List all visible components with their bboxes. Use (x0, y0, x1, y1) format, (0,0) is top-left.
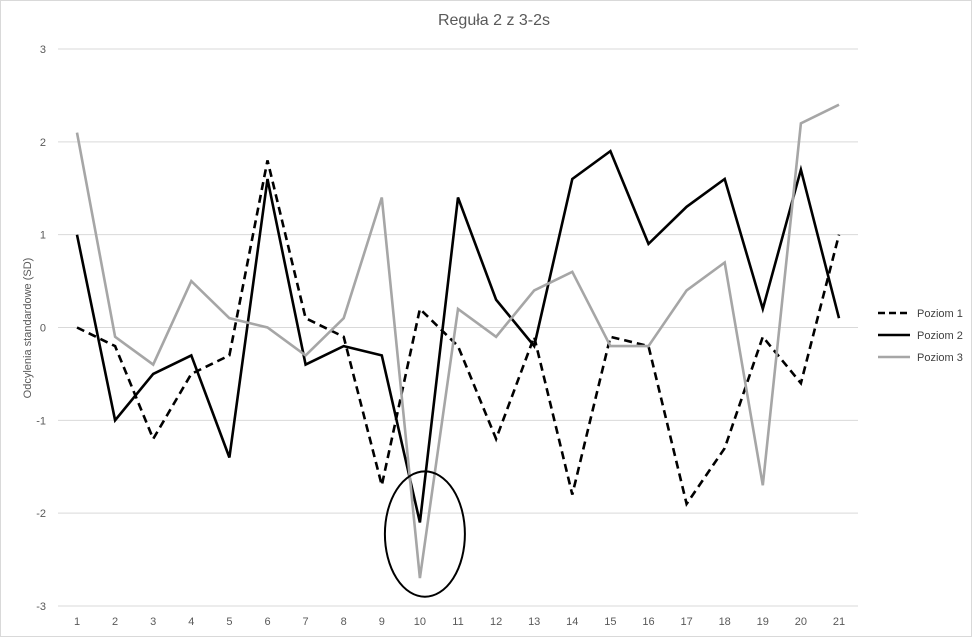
x-tick-label: 17 (680, 616, 692, 628)
x-tick-label: 14 (566, 616, 578, 628)
x-tick-label: 21 (833, 616, 845, 628)
y-tick-label: 3 (40, 44, 46, 56)
y-tick-label: -2 (36, 508, 46, 520)
x-tick-label: 16 (642, 616, 654, 628)
x-tick-label: 10 (414, 616, 426, 628)
x-tick-label: 12 (490, 616, 502, 628)
x-tick-label: 7 (303, 616, 309, 628)
highlight-ellipse (383, 470, 466, 598)
x-tick-label: 9 (379, 616, 385, 628)
series-line-1 (76, 160, 841, 508)
x-tick-label: 20 (795, 616, 807, 628)
y-tick-label: 2 (40, 137, 46, 149)
y-tick-label: 0 (40, 323, 46, 335)
series-line-2 (75, 149, 841, 523)
x-tick-label: 4 (188, 616, 194, 628)
chart-title: Reguła 2 z 3-2s (438, 12, 550, 29)
x-tick-label: 19 (757, 616, 769, 628)
x-tick-label: 3 (150, 616, 156, 628)
y-tick-label: -1 (36, 415, 46, 427)
x-tick-label: 8 (341, 616, 347, 628)
legend-label: Poziom 3 (917, 352, 963, 364)
x-tick-label: 6 (264, 616, 270, 628)
legend: Poziom 1 Poziom 2 Poziom 3 (878, 308, 963, 364)
x-tick-label: 1 (74, 616, 80, 628)
x-tick-label: 11 (452, 616, 463, 628)
legend-label: Poziom 2 (917, 330, 963, 342)
x-tick-label: 13 (528, 616, 540, 628)
legend-label: Poziom 1 (917, 308, 963, 320)
x-tick-labels: 1 2 3 4 5 6 7 8 9 10 11 12 13 14 15 16 17 18 19 20 21 (74, 616, 845, 628)
y-tick-labels: 3 2 1 0 -1 -2 -3 (36, 44, 46, 613)
annotations (383, 470, 466, 598)
x-tick-label: 2 (112, 616, 118, 628)
gridlines (58, 48, 858, 607)
x-tick-label: 18 (719, 616, 731, 628)
series-lines (75, 103, 841, 579)
x-tick-label: 15 (604, 616, 616, 628)
x-tick-label: 5 (226, 616, 232, 628)
y-tick-label: 1 (40, 230, 46, 242)
y-tick-label: -3 (36, 601, 46, 613)
series-line-3 (75, 103, 840, 579)
y-axis-label: Odcylenia standardowe (SD) (22, 258, 34, 399)
